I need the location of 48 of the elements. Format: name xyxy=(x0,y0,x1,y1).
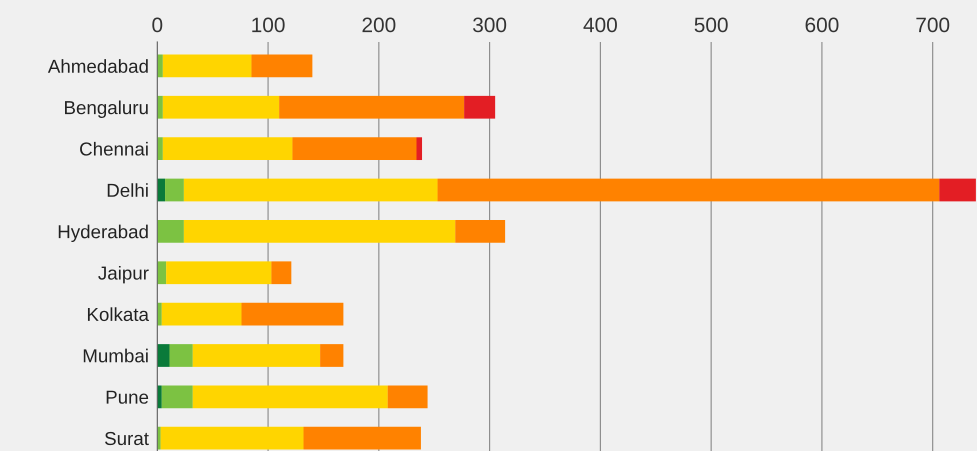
bar xyxy=(438,178,940,202)
y-tick-label: Kolkata xyxy=(88,307,149,322)
bar xyxy=(184,178,438,202)
x-tick-label: 0 xyxy=(152,18,162,32)
x-tick-label: 200 xyxy=(362,18,396,32)
y-tick-label: Hyderabad xyxy=(58,224,148,242)
bar xyxy=(160,426,304,450)
bar xyxy=(157,54,163,78)
bar xyxy=(165,178,184,202)
bar xyxy=(279,96,464,119)
bar xyxy=(304,426,421,450)
y-tick-label: Pune xyxy=(106,390,148,404)
bar xyxy=(162,96,280,119)
bar xyxy=(169,344,193,367)
y-tick-label: Surat xyxy=(105,432,149,446)
bar xyxy=(251,54,312,78)
bar xyxy=(192,385,388,408)
y-tick-label: Chennai xyxy=(80,142,148,156)
bar xyxy=(166,261,272,284)
x-tick-label: 500 xyxy=(694,18,728,32)
bar xyxy=(464,96,496,119)
bar xyxy=(320,344,344,367)
y-tick-label: Mumbai xyxy=(84,348,148,362)
bar xyxy=(162,54,252,78)
bar xyxy=(416,137,422,160)
y-tick-label: Delhi xyxy=(108,183,148,197)
bar xyxy=(939,178,976,202)
bar xyxy=(455,220,506,243)
x-tick-label: 600 xyxy=(806,18,838,32)
x-tick-label: 300 xyxy=(473,18,506,32)
bar xyxy=(157,220,184,243)
x-tick-label: 100 xyxy=(252,18,285,32)
bar xyxy=(192,344,320,367)
bar xyxy=(271,261,292,284)
bar xyxy=(157,344,170,367)
bar xyxy=(162,302,242,326)
bar xyxy=(184,220,456,243)
bar xyxy=(157,178,166,202)
y-tick-label: Ahmedabad xyxy=(48,59,148,73)
bar xyxy=(162,385,193,408)
y-tick-label: Jaipur xyxy=(98,266,149,284)
x-tick-label: 700 xyxy=(916,18,950,32)
bar xyxy=(162,137,292,160)
bar xyxy=(292,137,416,160)
bar xyxy=(388,385,428,408)
y-tick-label: Bengaluru xyxy=(65,100,148,118)
x-tick-label: 400 xyxy=(583,18,617,32)
bar xyxy=(241,302,344,326)
